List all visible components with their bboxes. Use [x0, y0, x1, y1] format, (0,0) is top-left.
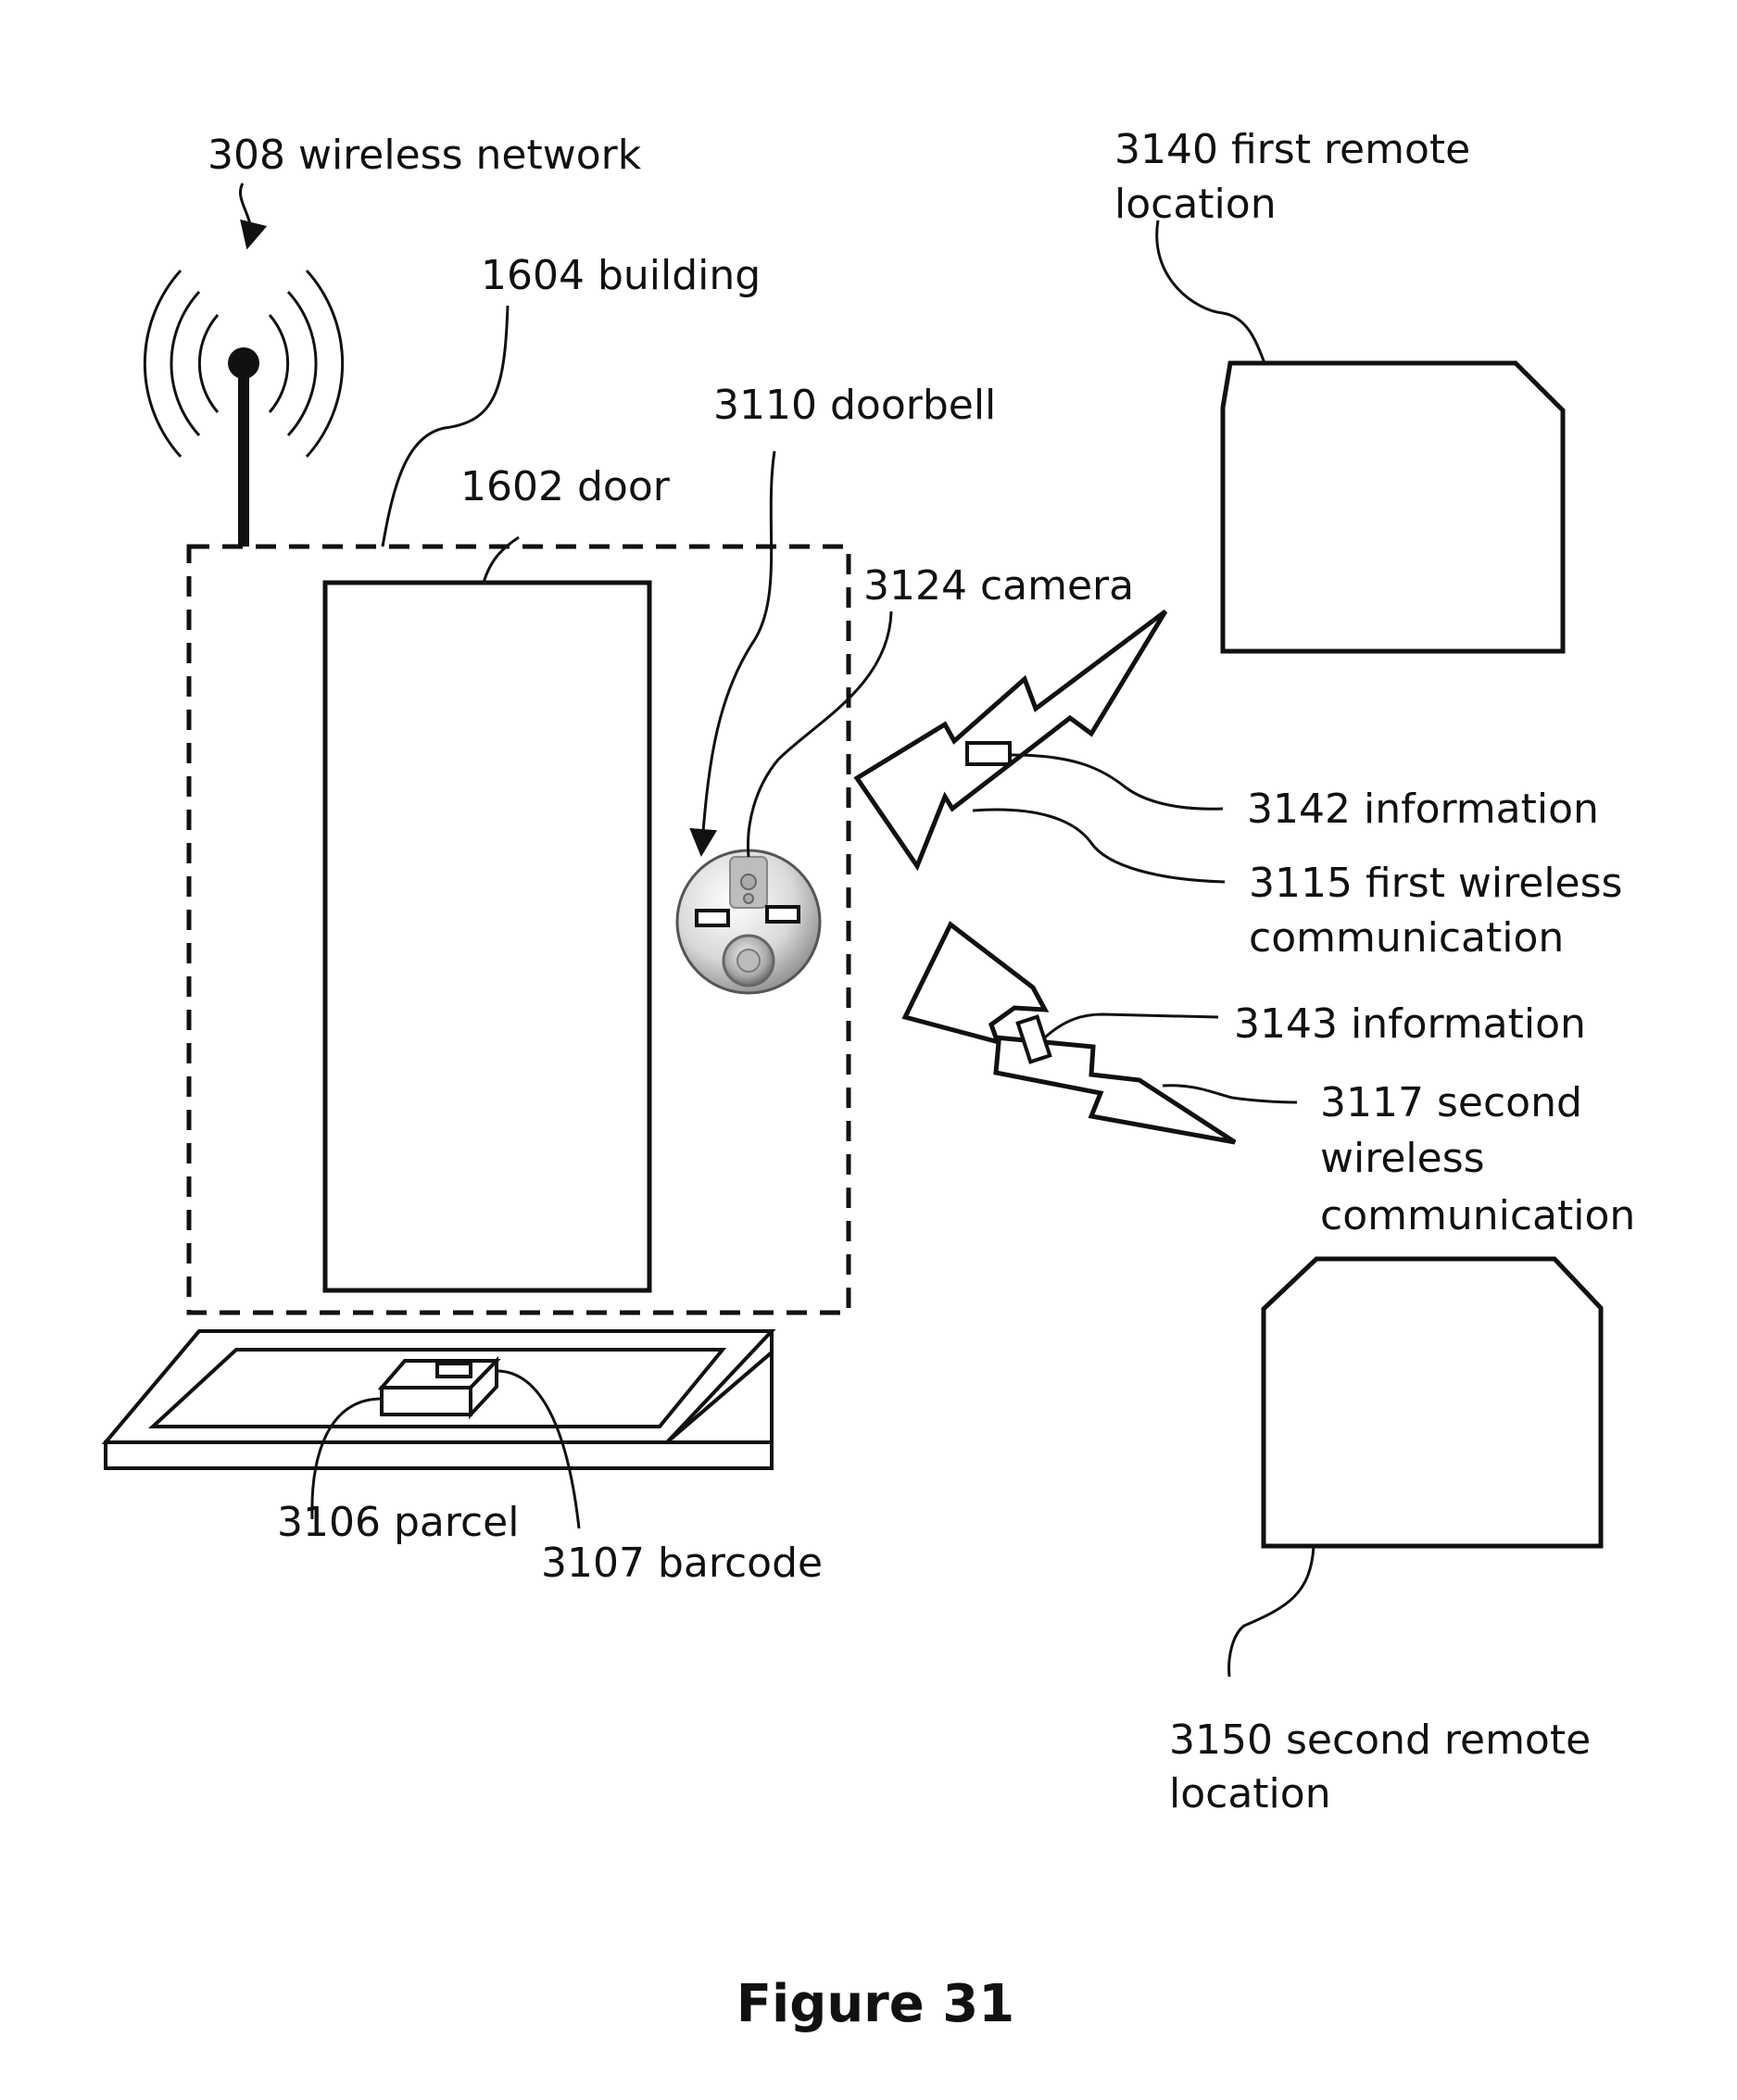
- camera-leader: [748, 611, 891, 857]
- info-3143-leader: [1045, 1014, 1218, 1037]
- label-second-wireless-line2: wireless: [1320, 1135, 1485, 1182]
- second-wireless-leader: [1163, 1086, 1297, 1102]
- barcode-label: [437, 1364, 471, 1377]
- label-door: 1602 door: [460, 463, 671, 510]
- label-wireless-network: 308 wireless network: [208, 132, 642, 179]
- info-3142-leader: [1012, 755, 1223, 809]
- second-remote-leader: [1229, 1546, 1314, 1677]
- second-remote-location-box: [1264, 1259, 1601, 1546]
- wireless-network-arrow: [240, 183, 250, 236]
- label-first-wireless-line1: 3115 first wireless: [1249, 860, 1622, 907]
- label-information-3143: 3143 information: [1234, 1000, 1586, 1048]
- label-doorbell: 3110 doorbell: [713, 382, 996, 429]
- label-second-remote-location-line2: location: [1169, 1770, 1331, 1817]
- building-leader: [383, 306, 508, 547]
- first-wireless-leader: [973, 810, 1225, 882]
- label-parcel: 3106 parcel: [277, 1499, 519, 1546]
- label-camera: 3124 camera: [863, 562, 1134, 610]
- doorbell-device: [677, 850, 820, 993]
- label-information-3142: 3142 information: [1247, 786, 1599, 833]
- first-remote-leader: [1157, 220, 1265, 363]
- label-barcode: 3107 barcode: [541, 1540, 823, 1587]
- label-second-wireless-line3: communication: [1320, 1192, 1635, 1239]
- first-wireless-info-block: [967, 743, 1010, 764]
- door: [325, 583, 649, 1290]
- first-remote-location-box: [1223, 363, 1563, 651]
- label-building: 1604 building: [481, 252, 761, 299]
- second-wireless-bolt: [905, 924, 1235, 1142]
- figure-caption: Figure 31: [736, 1974, 1014, 2034]
- label-first-remote-location-line2: location: [1114, 181, 1277, 228]
- label-first-wireless-line2: communication: [1249, 914, 1564, 962]
- first-wireless-bolt: [857, 611, 1165, 866]
- parcel: [382, 1361, 497, 1415]
- label-second-remote-location-line1: 3150 second remote: [1169, 1716, 1591, 1764]
- wireless-network-antenna: [145, 270, 342, 547]
- label-first-remote-location-line1: 3140 first remote: [1114, 126, 1470, 173]
- label-second-wireless-line1: 3117 second: [1320, 1079, 1582, 1126]
- door-leader: [484, 537, 519, 583]
